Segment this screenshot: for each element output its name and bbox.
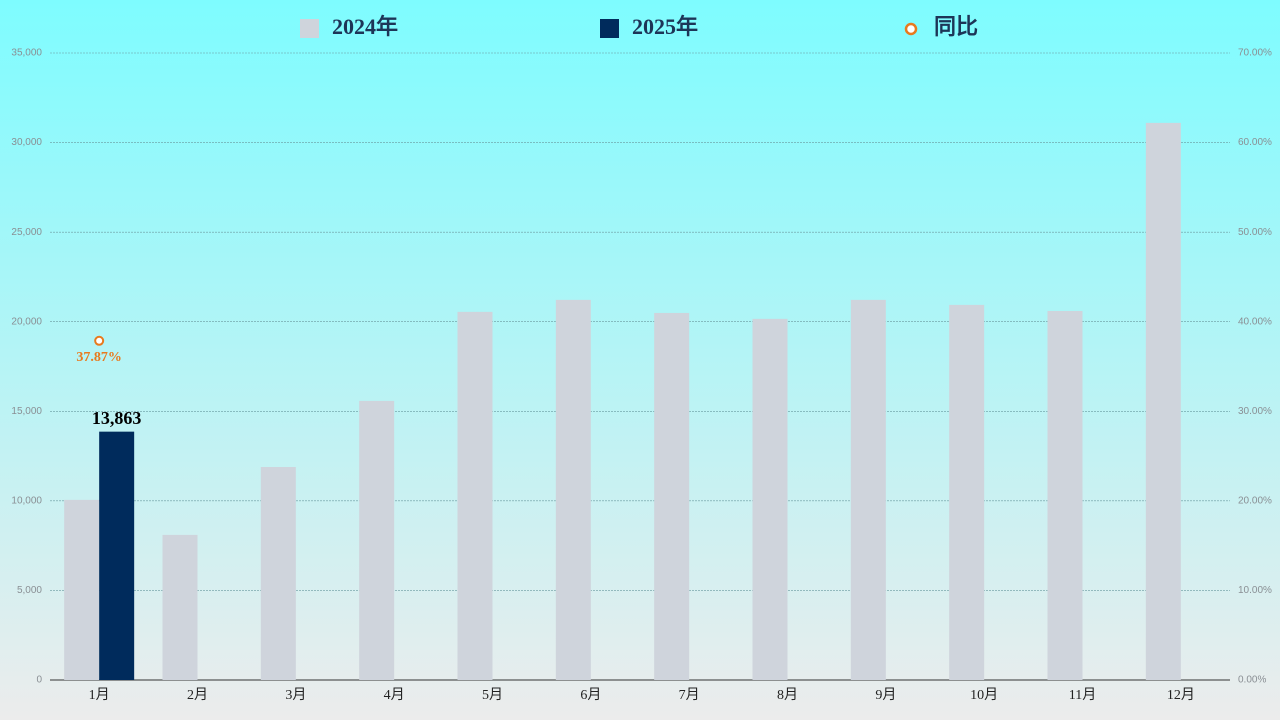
- x-tick-label: 3月: [285, 687, 306, 703]
- x-tick-label: 9月: [875, 687, 896, 703]
- legend-marker: [600, 19, 619, 38]
- bar: [99, 431, 135, 680]
- x-tick-label: 6月: [580, 687, 601, 703]
- x-tick-label: 1月: [89, 687, 110, 703]
- line-point: [94, 335, 105, 346]
- legend-label: 同比: [934, 14, 978, 39]
- x-tick-label: 7月: [679, 687, 700, 703]
- bar: [260, 466, 296, 680]
- y2-tick-label: 0.00%: [1238, 675, 1266, 686]
- bar: [555, 299, 591, 680]
- x-tick-label: 2月: [187, 687, 208, 703]
- bar: [1145, 122, 1181, 680]
- y2-tick-label: 70.00%: [1238, 48, 1272, 59]
- y-tick-label: 25,000: [11, 227, 42, 238]
- y2-tick-label: 60.00%: [1238, 137, 1272, 148]
- y2-tick-label: 40.00%: [1238, 316, 1272, 327]
- bar: [457, 311, 493, 680]
- y2-tick-label: 30.00%: [1238, 406, 1272, 417]
- legend-marker: [904, 22, 918, 36]
- bar: [752, 318, 788, 680]
- x-tick-label: 8月: [777, 687, 798, 703]
- y-tick-label: 0: [36, 675, 42, 686]
- y2-tick-label: 50.00%: [1238, 227, 1272, 238]
- y2-tick-label: 20.00%: [1238, 495, 1272, 506]
- x-tick-label: 10月: [970, 687, 998, 703]
- legend-marker: [300, 19, 319, 38]
- y-tick-label: 10,000: [11, 495, 42, 506]
- bar: [850, 299, 886, 680]
- y-tick-label: 5,000: [17, 585, 42, 596]
- bar: [654, 312, 690, 680]
- value-label: 13,863: [92, 408, 142, 428]
- x-tick-label: 4月: [384, 687, 405, 703]
- bar: [162, 534, 198, 680]
- bar: [64, 499, 100, 680]
- x-tick-label: 11月: [1069, 687, 1096, 703]
- value-label: 37.87%: [76, 350, 122, 365]
- bar: [359, 400, 395, 680]
- bar: [949, 304, 985, 680]
- y-tick-label: 20,000: [11, 316, 42, 327]
- x-tick-label: 12月: [1167, 687, 1195, 703]
- x-tick-label: 5月: [482, 687, 503, 703]
- y2-tick-label: 10.00%: [1238, 585, 1272, 596]
- y-tick-label: 35,000: [11, 48, 42, 59]
- y-tick-label: 15,000: [11, 406, 42, 417]
- bar: [1047, 310, 1083, 680]
- y-tick-label: 30,000: [11, 137, 42, 148]
- legend-label: 2024年: [332, 14, 398, 39]
- legend-label: 2025年: [632, 14, 698, 39]
